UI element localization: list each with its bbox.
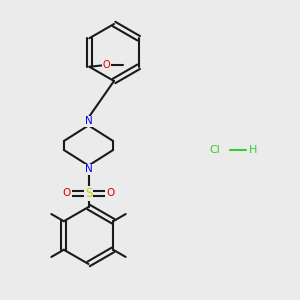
Text: N: N: [85, 116, 92, 127]
Text: N: N: [85, 164, 92, 175]
Text: Cl: Cl: [209, 145, 220, 155]
Text: O: O: [63, 188, 71, 199]
Text: O: O: [106, 188, 114, 199]
Text: O: O: [103, 60, 110, 70]
Text: H: H: [249, 145, 258, 155]
Text: S: S: [85, 187, 92, 200]
